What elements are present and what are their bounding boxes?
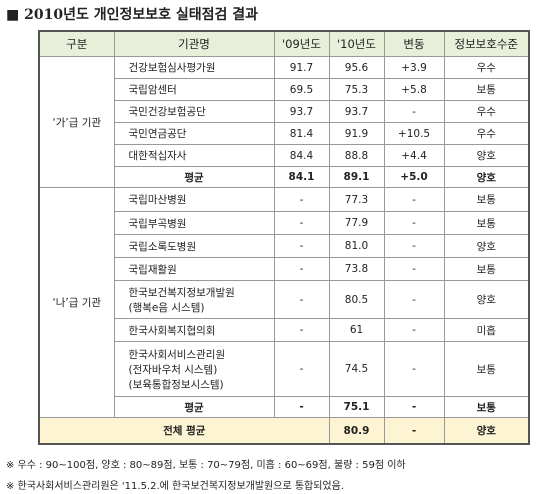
org-name: 국민건강보험공단: [113, 100, 275, 123]
cell: 81.0: [328, 234, 385, 258]
header-cell: 구분: [38, 30, 115, 57]
cell: +10.5: [383, 122, 445, 145]
header-cell: 정보보호수준: [443, 30, 530, 57]
cell: 우수: [443, 100, 530, 123]
cell: -: [383, 187, 445, 212]
org-name: 국립부곡병원: [113, 211, 275, 235]
cell: 우수: [443, 122, 530, 145]
cell: 보통: [443, 187, 530, 212]
data-row: ‘나’급 기관 국립마산병원 -77.3- 보통: [38, 187, 530, 418]
average-cell: 평균: [113, 396, 275, 418]
cell: 양호: [443, 280, 530, 319]
org-name: 국립암센터: [113, 78, 275, 101]
cell: 93.7: [328, 100, 385, 123]
cell: -: [273, 234, 330, 258]
title: ■ 2010년도 개인정보보호 실태점검 결과: [6, 7, 259, 23]
total-cell: 80.9: [328, 417, 385, 445]
cell: 81.4: [273, 122, 330, 145]
average-row: 평균 -75.1- 보통: [39, 396, 530, 418]
header-row: 구분 기관명 '09년도 '10년도 변동 정보보호수준: [38, 30, 530, 57]
result-table: 구분 기관명 '09년도 '10년도 변동 정보보호수준 ‘가’급 기관 건강보험심사평가원 9…: [38, 30, 530, 445]
org-name: 국립재활원: [113, 257, 275, 281]
cell: 95.6: [328, 56, 385, 79]
group-label: ‘나’급 기관: [38, 187, 115, 418]
cell: 88.8: [328, 144, 385, 167]
header-cell: '09년도: [273, 30, 330, 57]
cell: 보통: [443, 211, 530, 235]
cell: 80.5: [328, 280, 385, 319]
data-row: 국립암센터 69.5 75.3 +5.8 보통: [39, 78, 530, 101]
group-label: ‘가’급 기관: [38, 56, 115, 188]
cell: -: [273, 211, 330, 235]
cell: -: [383, 257, 445, 281]
cell: 61: [328, 318, 385, 342]
average-cell: 75.1: [328, 396, 385, 418]
cell: 양호: [443, 234, 530, 258]
average-cell: -: [383, 396, 445, 418]
cell: 91.9: [328, 122, 385, 145]
cell: 보통: [443, 341, 530, 397]
total-cell: 양호: [443, 417, 530, 445]
org-name: 대한적십자사: [113, 144, 275, 167]
average-cell: 89.1: [328, 166, 385, 188]
cell: -: [383, 280, 445, 319]
cell: 93.7: [273, 100, 330, 123]
average-cell: 84.1: [273, 166, 330, 188]
cell: +4.4: [383, 144, 445, 167]
average-cell: 평균: [113, 166, 275, 188]
cell: 77.3: [328, 187, 385, 212]
cell: -: [383, 318, 445, 342]
cell: 73.8: [328, 257, 385, 281]
data-row: ‘가’급 기관 건강보험심사평가원 91.7 95.6 +3.9 우수: [38, 56, 530, 188]
cell: -: [273, 257, 330, 281]
data-row: 국민건강보험공단 93.7 93.7- 우수: [39, 100, 530, 123]
cell: +5.8: [383, 78, 445, 101]
cell: -: [273, 187, 330, 212]
cell: 77.9: [328, 211, 385, 235]
cell: -: [383, 341, 445, 397]
header-cell: 기관명: [113, 30, 275, 57]
cell: 91.7: [273, 56, 330, 79]
average-cell: +5.0: [383, 166, 445, 188]
header-cell: '10년도: [328, 30, 385, 57]
cell: 69.5: [273, 78, 330, 101]
org-name: 한국사회복지협의회: [113, 318, 275, 342]
cell: -: [273, 341, 330, 397]
data-row: 한국보건복지정보개발원 (행복e음 시스템) -80.5- 양호: [39, 280, 530, 319]
total-cell: -: [383, 417, 445, 445]
org-name: 국민연금공단: [113, 122, 275, 145]
total-cell: 전체 평균: [38, 417, 330, 445]
org-name: 국립소록도병원: [113, 234, 275, 258]
header-cell: 변동: [383, 30, 445, 57]
data-row: 한국사회복지협의회 -61- 미흡: [39, 318, 530, 342]
cell: 84.4: [273, 144, 330, 167]
cell: -: [383, 234, 445, 258]
cell: -: [383, 211, 445, 235]
org-name: 건강보험심사평가원: [113, 56, 275, 79]
org-name: 한국사회서비스관리원 (전자바우처 시스템) (보육통합정보시스템): [113, 341, 275, 397]
cell: 보통: [443, 78, 530, 101]
average-cell: 양호: [443, 166, 530, 188]
average-cell: -: [273, 396, 330, 418]
note: ※ 한국사회서비스관리원은 '11.5.2.에 한국보건복지정보개발원으로 통합…: [6, 481, 345, 492]
cell: -: [273, 318, 330, 342]
cell: -: [383, 100, 445, 123]
note: ※ 우수 : 90~100점, 양호 : 80~89점, 보통 : 70~79점…: [6, 460, 406, 471]
average-row: 평균 84.1 89.1 +5.0 양호: [39, 166, 530, 188]
cell: 75.3: [328, 78, 385, 101]
cell: 보통: [443, 257, 530, 281]
cell: 74.5: [328, 341, 385, 397]
org-name: 한국보건복지정보개발원 (행복e음 시스템): [113, 280, 275, 319]
cell: 양호: [443, 144, 530, 167]
total-row: 전체 평균 80.9- 양호: [38, 417, 530, 445]
org-name: 국립마산병원: [113, 187, 275, 212]
data-row: 국립부곡병원 -77.9- 보통: [39, 211, 530, 235]
cell: 우수: [443, 56, 530, 79]
cell: +3.9: [383, 56, 445, 79]
cell: 미흡: [443, 318, 530, 342]
average-cell: 보통: [443, 396, 530, 418]
cell: -: [273, 280, 330, 319]
